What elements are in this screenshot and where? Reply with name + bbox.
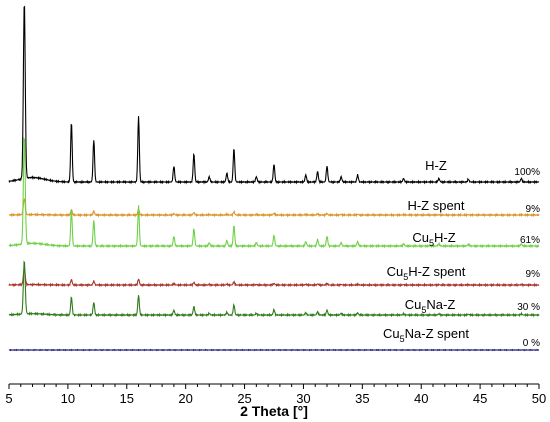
x-tick-label: 35 — [355, 391, 369, 406]
series-label-6: Cu5Na-Z spent — [383, 326, 469, 344]
series-line-3 — [8, 136, 540, 249]
series-line-4 — [8, 268, 540, 288]
series-line-5 — [8, 260, 540, 318]
x-tick-label: 50 — [532, 391, 546, 406]
x-tick-label: 40 — [414, 391, 428, 406]
crystallinity-label-2: 9% — [526, 204, 541, 215]
x-tick-label: 5 — [5, 391, 12, 406]
crystallinity-label-6: 0 % — [523, 338, 540, 349]
x-tick-label: 10 — [61, 391, 75, 406]
series-labels: H-Z 100% H-Z spent 9% Cu5H-Z 61% Cu5H-Z spent 9… — [383, 158, 540, 349]
series-label-3: Cu5H-Z — [412, 230, 455, 248]
crystallinity-label-4: 9% — [526, 269, 541, 280]
series-label-2: H-Z spent — [407, 198, 464, 213]
x-axis-title: 2 Theta [°] — [240, 403, 308, 419]
crystallinity-label-1: 100% — [514, 167, 540, 178]
series-line-6 — [8, 348, 540, 352]
series-label-4: Cu5H-Z spent — [387, 264, 466, 282]
series-label-5: Cu5Na-Z — [405, 297, 456, 315]
crystallinity-label-3: 61% — [520, 235, 540, 246]
series-line-2 — [8, 197, 540, 218]
series-layer — [8, 5, 540, 352]
x-tick-label: 45 — [473, 391, 487, 406]
x-tick-label: 20 — [178, 391, 192, 406]
crystallinity-label-5: 30 % — [517, 302, 540, 313]
series-label-1: H-Z — [425, 158, 447, 173]
x-tick-label: 15 — [120, 391, 134, 406]
series-line-1 — [8, 5, 540, 185]
x-tick-label: 25 — [237, 391, 251, 406]
x-axis: 5 10 15 20 25 30 35 40 45 50 — [5, 383, 546, 406]
x-tick-label: 30 — [296, 391, 310, 406]
